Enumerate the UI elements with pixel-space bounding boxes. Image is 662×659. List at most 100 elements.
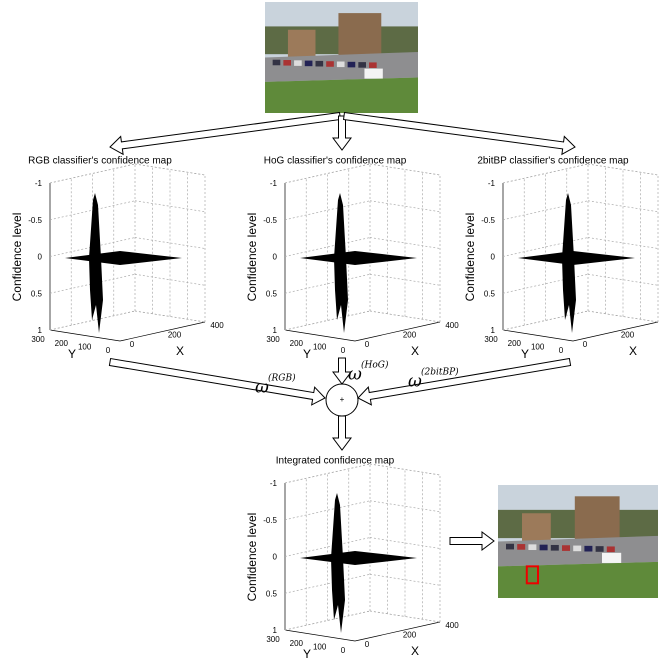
z-tick-label: -0.5 (28, 216, 42, 225)
car (517, 544, 525, 550)
y-tick-label: 0 (341, 646, 346, 655)
weight-superscript: (2bitBP) (421, 367, 459, 378)
van (364, 69, 382, 79)
car (584, 546, 592, 552)
x-tick-label: 400 (445, 321, 459, 330)
box-edge (370, 501, 440, 512)
z-tick-label: -1 (35, 179, 43, 188)
car (596, 546, 604, 552)
x-tick-label: 0 (583, 340, 588, 349)
y-axis-label: Y (521, 347, 529, 361)
y-axis-label: Y (68, 347, 76, 361)
grass (498, 562, 658, 598)
box-edge (135, 201, 205, 212)
diagram: + ω(RGB)ω(HoG)ω(2bitBP)RGB classifier's … (0, 0, 662, 659)
y-tick-label: 100 (78, 342, 92, 351)
car (506, 544, 514, 550)
y-tick-label: 200 (290, 639, 304, 648)
weight-superscript: (HoG) (361, 360, 389, 371)
building (522, 513, 551, 541)
z-axis-label: Confidence level (245, 513, 259, 602)
z-tick-label: 0.5 (266, 289, 278, 298)
z-tick-label: 0 (273, 253, 278, 262)
y-tick-label: 300 (31, 335, 45, 344)
grass (265, 77, 418, 113)
x-axis-label: X (629, 344, 637, 358)
x-tick-label: 0 (365, 640, 370, 649)
z-tick-label: 0.5 (266, 589, 278, 598)
z-tick-label: 0 (491, 253, 496, 262)
map-title: 2bitBP classifier's confidence map (477, 156, 629, 167)
y-tick-label: 0 (559, 346, 564, 355)
y-tick-label: 200 (508, 339, 522, 348)
y-tick-label: 100 (313, 642, 327, 651)
arrow (333, 116, 351, 150)
arrow (110, 113, 340, 155)
x-axis-label: X (411, 344, 419, 358)
y-tick-label: 0 (341, 346, 346, 355)
surface-spike (331, 493, 345, 633)
box-edge (355, 322, 440, 341)
z-tick-label: -0.5 (263, 216, 277, 225)
surface-plane (518, 251, 635, 265)
building (288, 30, 316, 58)
z-tick-label: 0.5 (31, 289, 43, 298)
z-axis-label: Confidence level (463, 213, 477, 302)
y-tick-label: 100 (531, 342, 545, 351)
car (369, 62, 377, 68)
z-tick-label: -0.5 (481, 216, 495, 225)
arrow (333, 416, 351, 450)
map-title: RGB classifier's confidence map (28, 156, 172, 167)
x-tick-label: 0 (130, 340, 135, 349)
y-tick-label: 300 (484, 335, 498, 344)
z-tick-label: -1 (488, 179, 496, 188)
car (294, 60, 302, 66)
car (348, 62, 356, 68)
x-tick-label: 400 (210, 321, 224, 330)
map-title: Integrated confidence map (276, 456, 395, 467)
building (338, 13, 381, 60)
car (273, 60, 281, 66)
y-tick-label: 200 (55, 339, 69, 348)
x-tick-label: 200 (621, 331, 635, 340)
car (358, 62, 366, 68)
x-tick-label: 0 (365, 340, 370, 349)
box-edge (573, 322, 658, 341)
surface-plane (300, 251, 417, 265)
z-tick-label: 1 (38, 326, 43, 335)
confidence-map: HoG classifier's confidence map10.50-0.5… (245, 156, 459, 362)
z-tick-label: 1 (273, 626, 278, 635)
car (607, 546, 615, 552)
box-edge (370, 201, 440, 212)
x-axis-label: X (411, 644, 419, 658)
x-tick-label: 200 (403, 631, 417, 640)
car (528, 544, 536, 550)
confidence-map: RGB classifier's confidence map 1 0.5 0 -0.5… (10, 156, 224, 362)
arrow (344, 113, 575, 155)
combiner-label: + (340, 395, 345, 404)
surface-plane (65, 251, 182, 265)
box-edge (588, 201, 658, 212)
z-axis-label: Confidence level (245, 213, 259, 302)
confidence-map: 2bitBP classifier's confidence map10.50-… (463, 156, 662, 362)
z-tick-label: 0 (273, 553, 278, 562)
box-edge (120, 322, 205, 341)
y-tick-label: 100 (313, 342, 327, 351)
car (562, 545, 570, 551)
y-tick-label: 200 (290, 339, 304, 348)
surface-plane (300, 551, 417, 565)
x-tick-label: 200 (168, 331, 182, 340)
z-tick-label: -0.5 (263, 516, 277, 525)
box-edge (355, 622, 440, 641)
x-axis-label: X (176, 344, 184, 358)
z-tick-label: 1 (273, 326, 278, 335)
car (315, 61, 323, 67)
surface-spike (562, 193, 576, 333)
car (573, 546, 581, 552)
surface-spike (89, 193, 103, 333)
weight-symbol: ω (408, 372, 422, 392)
x-tick-label: 200 (403, 331, 417, 340)
arrow (450, 532, 494, 550)
z-tick-label: -1 (270, 479, 278, 488)
weight-symbol: ω (255, 378, 269, 398)
